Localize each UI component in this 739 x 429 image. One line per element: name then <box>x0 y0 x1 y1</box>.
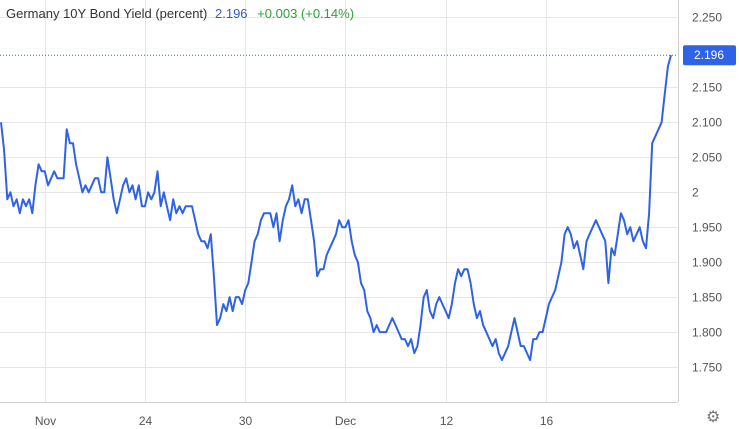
y-tick-label: 1.750 <box>692 361 722 375</box>
y-tick-label: 2.100 <box>692 116 722 130</box>
x-tick-label: Dec <box>335 414 356 428</box>
y-tick-label: 2.250 <box>692 11 722 25</box>
chart-title: Germany 10Y Bond Yield (percent) <box>6 6 208 21</box>
y-tick-label: 2.150 <box>692 81 722 95</box>
change-value: +0.003 (+0.14%) <box>257 6 355 21</box>
x-tick-label: 12 <box>440 414 454 428</box>
gear-icon[interactable]: ⚙ <box>706 409 721 426</box>
x-axis: Nov 24 30 Dec 12 16 <box>35 414 554 428</box>
y-tick-label: 1.850 <box>692 291 722 305</box>
y-tick-label: 1.900 <box>692 256 722 270</box>
x-tick-label: Nov <box>35 414 56 428</box>
x-tick-label: 16 <box>540 414 554 428</box>
y-tick-label: 1.950 <box>692 221 722 235</box>
y-axis: 1.750 1.800 1.850 1.900 1.950 2 2.050 2.100 2.15… <box>692 11 722 375</box>
y-tick-label: 2 <box>692 186 699 200</box>
y-tick-label: 1.800 <box>692 326 722 340</box>
x-tick-label: 30 <box>239 414 253 428</box>
x-tick-label: 24 <box>139 414 153 428</box>
last-value-badge-box <box>683 45 736 66</box>
chart-header: Germany 10Y Bond Yield (percent) 2.196 +… <box>6 6 354 21</box>
series-line <box>0 54 672 362</box>
last-value-badge: 2.196 <box>683 45 736 66</box>
last-value-badge-label: 2.196 <box>694 48 724 62</box>
y-tick-label: 2.050 <box>692 151 722 165</box>
last-value: 2.196 <box>215 6 248 21</box>
grid <box>0 0 679 403</box>
